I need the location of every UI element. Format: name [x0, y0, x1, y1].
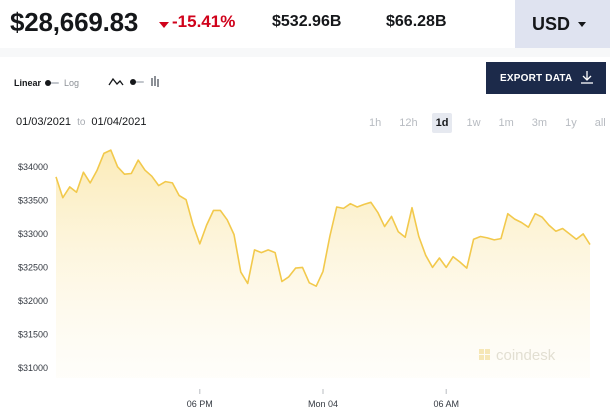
scale-log-label[interactable]: Log: [64, 78, 80, 88]
chart-type-group: [108, 76, 160, 88]
x-tick-label: Mon 04: [308, 399, 338, 409]
export-data-label: EXPORT DATA: [500, 72, 573, 84]
y-tick-label: $31500: [18, 329, 48, 339]
current-price: $28,669.83: [10, 7, 139, 37]
scale-switch-knob: [45, 80, 52, 86]
candlestick-chart-icon[interactable]: [150, 76, 160, 88]
change-down-arrow-icon: [159, 22, 169, 28]
scale-switch[interactable]: [45, 80, 60, 86]
coindesk-watermark: coindesk: [479, 347, 556, 364]
timeframe-3m[interactable]: 3m: [531, 117, 548, 129]
y-tick-label: $31000: [18, 363, 48, 373]
y-tick-label: $32500: [18, 262, 48, 272]
scale-toggle[interactable]: Linear Log: [14, 78, 79, 88]
price-area-fill: [56, 150, 590, 378]
timeframe-1w[interactable]: 1w: [466, 117, 481, 129]
y-tick-label: $33500: [18, 195, 48, 205]
timeframe-1y[interactable]: 1y: [565, 117, 577, 129]
price-chart: coindesk $34000 $33500 $33000 $32500 $32000 $…: [18, 149, 591, 409]
scale-switch-track: [47, 82, 60, 84]
scale-linear-label[interactable]: Linear: [14, 78, 42, 88]
price-header: $28,669.83 -15.41% $532.96B $66.28B USD: [0, 0, 610, 48]
export-data-button[interactable]: EXPORT DATA: [486, 62, 606, 94]
y-tick-label: $33000: [18, 229, 48, 239]
volume-value: $66.28B: [386, 13, 447, 30]
date-range: 01/03/2021 to 01/04/2021: [16, 116, 146, 128]
market-cap-value: $532.96B: [272, 13, 342, 30]
currency-label: USD: [532, 13, 571, 34]
caret-down-icon: [578, 21, 587, 27]
chart-type-switch[interactable]: [130, 79, 144, 85]
price-line[interactable]: [55, 149, 591, 287]
timeframe-12h[interactable]: 12h: [399, 117, 418, 129]
timeframe-selector: 1h 12h 1d 1w 1m 3m 1y all: [365, 113, 610, 133]
date-to-word: to: [77, 117, 86, 128]
download-icon: [581, 71, 593, 84]
timeframe-1d[interactable]: 1d: [431, 113, 453, 133]
date-to[interactable]: 01/04/2021: [91, 116, 147, 128]
line-chart-icon[interactable]: [108, 77, 124, 87]
timeframe-all[interactable]: all: [594, 117, 606, 129]
timeframe-1h[interactable]: 1h: [369, 117, 382, 129]
date-from[interactable]: 01/03/2021: [16, 116, 72, 128]
price-change-percent: -15.41%: [172, 12, 236, 31]
x-tick-label: 06 AM: [433, 399, 459, 409]
currency-select[interactable]: USD: [515, 0, 610, 48]
watermark-text: coindesk: [496, 347, 556, 364]
y-tick-label: $32000: [18, 296, 48, 306]
timeframe-1m[interactable]: 1m: [498, 117, 514, 129]
y-tick-label: $34000: [18, 162, 48, 172]
x-tick-label: 06 PM: [187, 399, 213, 409]
